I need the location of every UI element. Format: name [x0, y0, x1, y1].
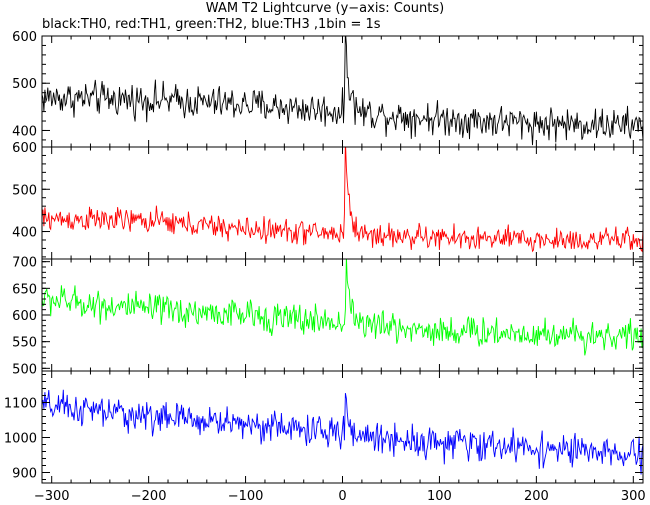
x-tick-label: 0 [338, 489, 346, 504]
y-tick-label: 550 [12, 336, 37, 351]
y-tick-label: 650 [12, 282, 37, 297]
x-tick-label: −100 [228, 489, 264, 504]
y-tick-label: 400 [12, 226, 37, 241]
series-line-th1 [42, 147, 643, 253]
series-line-th2 [42, 259, 643, 356]
x-tick-label: 200 [524, 489, 549, 504]
chart-title: WAM T2 Lightcurve (y−axis: Counts) [205, 1, 445, 16]
series-line-th3 [42, 389, 643, 475]
y-tick-label: 700 [12, 256, 37, 271]
x-tick-label: −300 [34, 489, 70, 504]
panel-frame [41, 258, 644, 372]
y-tick-label: 500 [12, 362, 37, 377]
y-tick-label: 1000 [4, 432, 37, 447]
y-tick-label: 400 [12, 124, 37, 139]
y-tick-label: 600 [12, 309, 37, 324]
y-tick-label: 500 [12, 77, 37, 92]
y-tick-label: 500 [12, 183, 37, 198]
panel-th0: 400 500 600 [12, 30, 644, 148]
panel-th2: 500 550 600 650 700 [12, 256, 644, 377]
x-tick-label: −200 [131, 489, 167, 504]
x-tick-label: 300 [621, 489, 646, 504]
y-tick-label: 1100 [4, 397, 37, 412]
panel-th3: 900 1000 1100 [4, 370, 644, 484]
y-tick-label: 900 [12, 467, 37, 482]
y-tick-label: 600 [12, 30, 37, 45]
x-tick-label: 100 [427, 489, 452, 504]
panel-th1: 400 500 600 [12, 141, 644, 260]
series-line-th0 [42, 36, 643, 146]
chart-subtitle: black:TH0, red:TH1, green:TH2, blue:TH3 … [42, 17, 381, 32]
y-tick-label: 600 [12, 141, 37, 156]
